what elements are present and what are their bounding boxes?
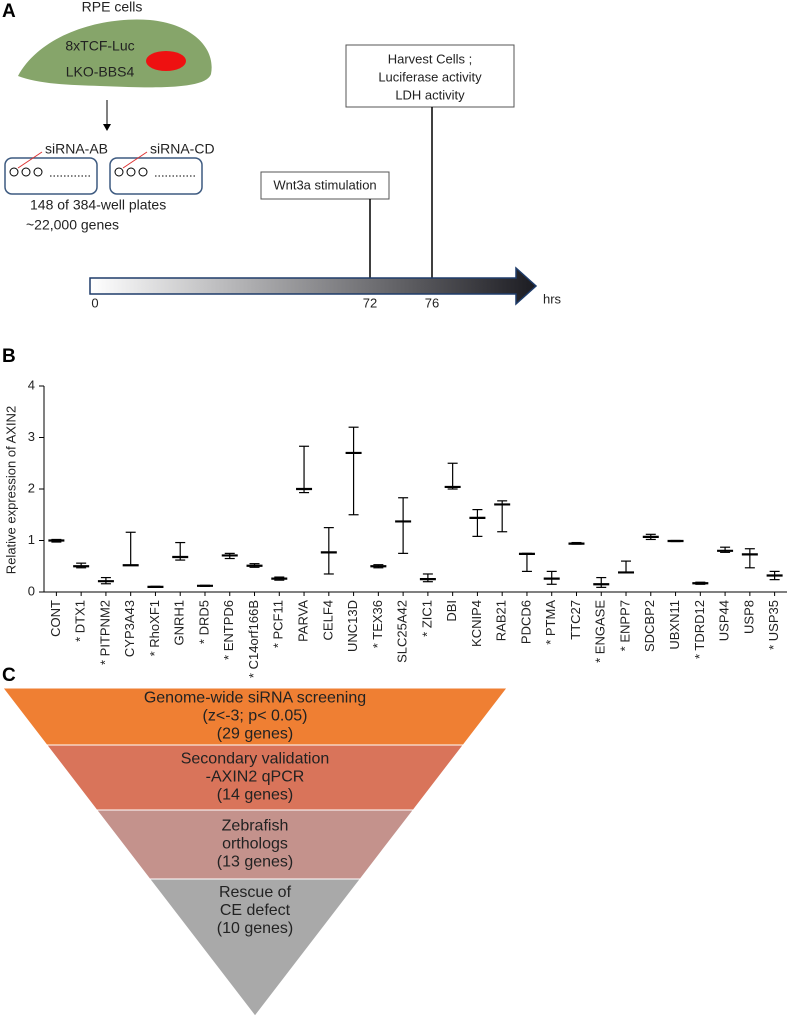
- cell-line: LKO-BBS4: [66, 64, 135, 80]
- y-tick-label: 1: [28, 532, 35, 547]
- panel-a: RPE cells 8xTCF-Luc LKO-BBS4 siRNA-AB si…: [4, 0, 562, 310]
- plate-label: siRNA-CD: [150, 141, 215, 157]
- pointer: [122, 151, 148, 169]
- x-tick-label: USP8: [741, 600, 756, 634]
- x-tick-label: * PCF11: [271, 600, 286, 648]
- funnel-text: Genome-wide siRNA screening: [144, 690, 366, 707]
- chart: Relative expression of AXIN2 0 1 2 3 4 CONT * …: [3, 377, 787, 678]
- x-tick-label: * PTMA: [543, 600, 558, 645]
- x-tick-label: * USP35: [766, 600, 781, 650]
- panel-label: B: [2, 346, 16, 367]
- funnel: Genome-wide siRNA screening(z<-3; p< 0.0…: [1, 687, 509, 1017]
- wells: [9, 167, 195, 177]
- x-tick-label: * C14orf166B: [246, 600, 261, 678]
- x-tick-label: TTC27: [568, 600, 583, 640]
- x-tick-label: * DTX1: [73, 600, 88, 642]
- x-tick-label: * RhoXF1: [147, 600, 162, 656]
- x-tick-label: * ENTPD6: [221, 600, 236, 660]
- x-tick-label: KCNIP4: [469, 600, 484, 647]
- step-label: Luciferase activity: [378, 69, 482, 84]
- funnel-text: (14 genes): [217, 787, 294, 804]
- x-tick-label: PDCD6: [518, 600, 533, 644]
- timeline-unit: hrs: [543, 291, 562, 306]
- x-tick-label: SLC25A42: [395, 600, 410, 663]
- y-axis-label: Relative expression of AXIN2: [3, 406, 18, 574]
- funnel-text: (10 genes): [217, 920, 294, 937]
- funnel-text: (z<-3; p< 0.05): [203, 708, 308, 725]
- funnel-text: orthologs: [222, 836, 288, 853]
- funnel-text: -AXIN2 qPCR: [206, 769, 305, 786]
- x-tick-label: SDCBP2: [642, 600, 657, 652]
- step-label: LDH activity: [395, 87, 465, 102]
- x-tick-label: PARVA: [295, 600, 310, 642]
- x-tick-label: * TDRD12: [692, 600, 707, 659]
- x-tick-label: UBXN11: [667, 600, 682, 650]
- x-tick-label: CONT: [48, 600, 63, 637]
- x-tick-label: UNC13D: [345, 600, 360, 652]
- timeline-arrow: [89, 266, 538, 306]
- x-tick-label: * TEX36: [370, 600, 385, 648]
- timeline-label: 72: [363, 295, 377, 310]
- x-tick-label: CYP3A43: [122, 600, 137, 657]
- x-tick-label: DBI: [444, 600, 459, 622]
- y-tick-label: 0: [28, 583, 35, 598]
- x-tick-label: USP44: [717, 600, 732, 641]
- pointer: [17, 151, 43, 169]
- x-tick-label: RAB21: [494, 600, 509, 641]
- panel-label: A: [2, 1, 16, 22]
- x-tick-label: CELF4: [320, 600, 335, 640]
- x-tick-label: GNRH1: [172, 600, 187, 646]
- step-label: Wnt3a stimulation: [273, 177, 376, 192]
- cell-title: RPE cells: [82, 0, 143, 15]
- funnel-text: (29 genes): [217, 726, 294, 743]
- step-box: [260, 171, 390, 200]
- x-tick-label: * ZIC1: [419, 600, 434, 637]
- cell-line: 8xTCF-Luc: [65, 38, 134, 54]
- x-tick-label: * DRD5: [196, 600, 211, 644]
- funnel-text: Secondary validation: [181, 751, 330, 768]
- y-tick-label: 2: [28, 480, 35, 495]
- funnel-text: Zebrafish: [222, 818, 289, 835]
- step-box: [345, 44, 515, 108]
- funnel-text: CE defect: [220, 902, 291, 919]
- plate-label: siRNA-AB: [45, 141, 108, 157]
- funnel-text: Rescue of: [219, 884, 292, 901]
- nucleus: [146, 51, 186, 71]
- y-tick-label: 4: [28, 377, 35, 392]
- plate: [109, 157, 203, 195]
- funnel-level: [148, 878, 362, 1017]
- x-tick-label: * ENGASE: [593, 600, 608, 663]
- panel-label: C: [2, 665, 16, 686]
- x-tick-label: * PITPNM2: [97, 600, 112, 665]
- x-tick-label: * ENPP7: [617, 600, 632, 651]
- step-label: Harvest Cells ;: [388, 51, 473, 66]
- y-tick-label: 3: [28, 429, 35, 444]
- timeline-label: 76: [425, 295, 439, 310]
- plate-note: 148 of 384-well plates: [30, 197, 166, 213]
- arrow-head: [103, 124, 111, 131]
- plate-note: ~22,000 genes: [26, 217, 119, 233]
- funnel-text: (13 genes): [217, 854, 294, 871]
- plate: [4, 157, 98, 195]
- timeline-label: 0: [91, 295, 98, 310]
